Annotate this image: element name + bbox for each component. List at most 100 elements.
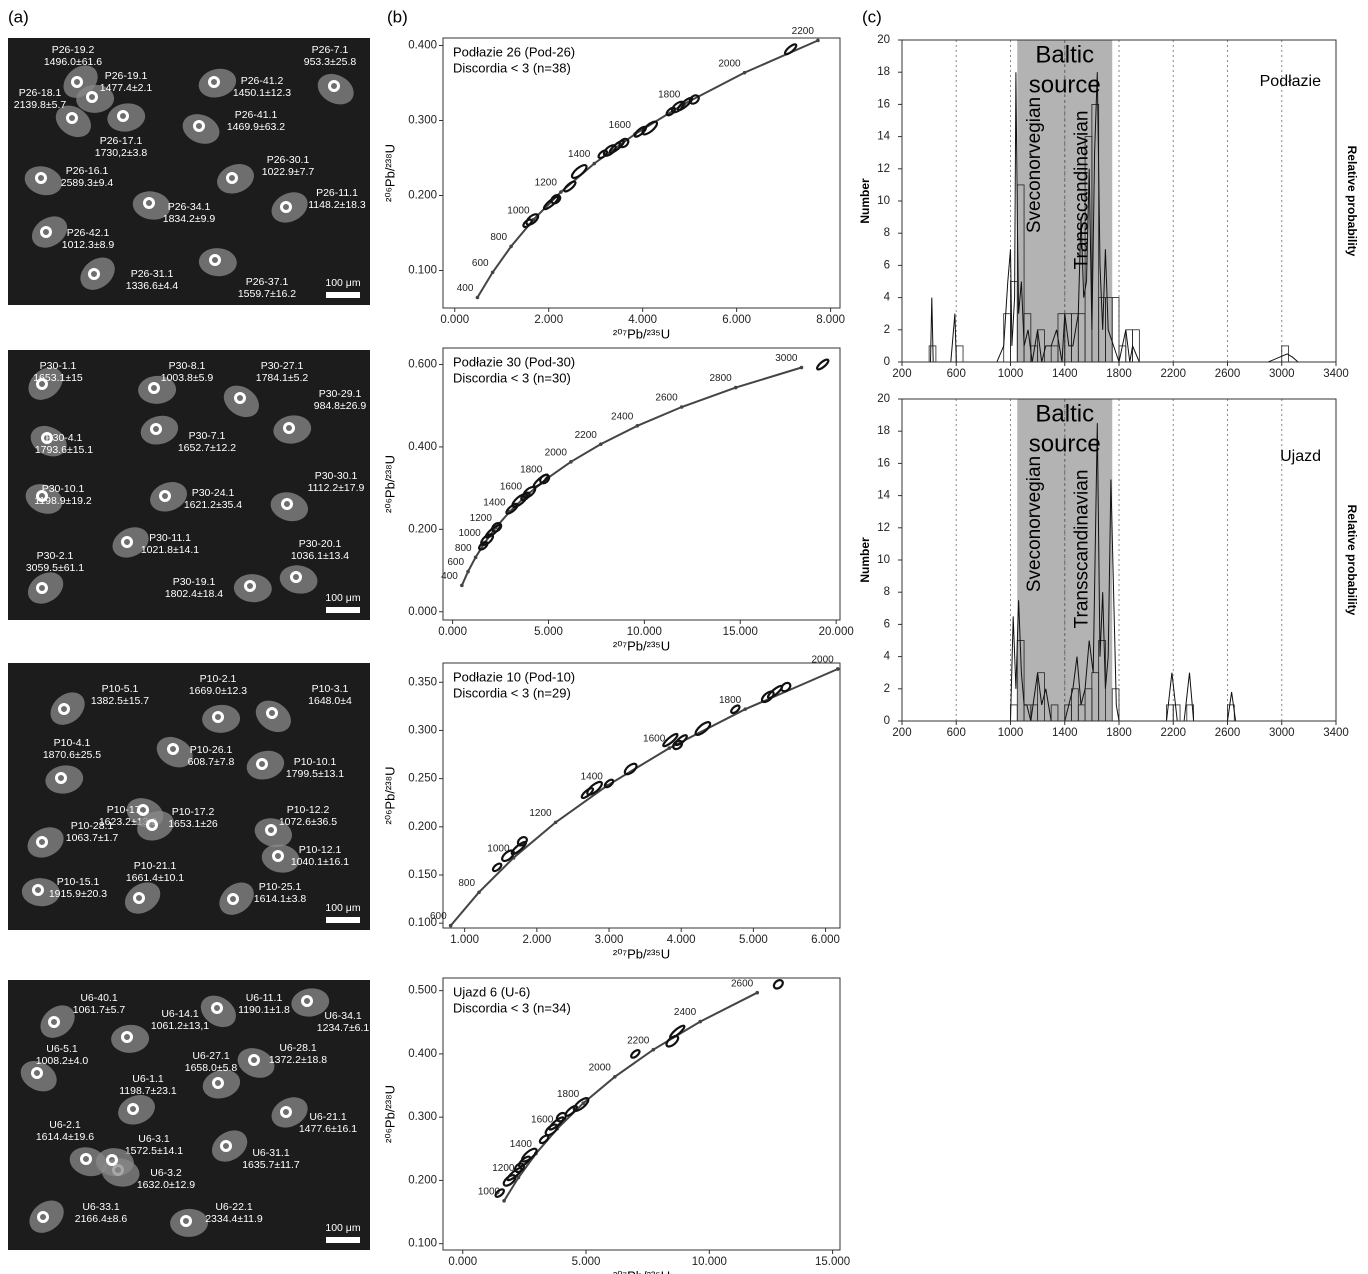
y-tick-label: 16 [877, 98, 890, 110]
x-tick-label: 3000 [1269, 368, 1295, 380]
y-tick-label: 10 [877, 195, 890, 207]
y-tick-label: 0.300 [408, 115, 437, 127]
spot-age: 1372.2±18.8 [269, 1054, 327, 1066]
spot-name: P26-42.1 [67, 227, 110, 239]
x-tick-label: 15.000 [815, 1256, 850, 1268]
age-label: 2200 [627, 1035, 650, 1046]
spot-name: P10-15.1 [57, 876, 100, 888]
y-tick-label: 18 [877, 425, 890, 437]
spot-name: U6-22.1 [215, 1201, 253, 1213]
plot-subtitle: Discordia < 3 (n=38) [453, 60, 571, 75]
x-tick-label: 0.000 [438, 626, 467, 638]
age-label: 1600 [643, 734, 666, 745]
y-tick-label: 4 [884, 292, 891, 304]
age-marker [755, 991, 759, 995]
y-tick-label: 0.200 [408, 1174, 437, 1186]
plot-subtitle: Discordia < 3 (n=29) [453, 685, 571, 700]
histogram-bar [1004, 314, 1011, 362]
age-label: 2400 [611, 411, 634, 422]
age-marker [836, 667, 840, 671]
x-tick-label: 3400 [1323, 368, 1349, 380]
age-marker [581, 1101, 585, 1105]
age-marker [680, 405, 684, 409]
spot-age: 1063.7±1.7 [66, 832, 119, 844]
x-tick-label: 4.000 [667, 934, 696, 946]
age-marker [599, 442, 603, 446]
spot-age: 1870.6±25.5 [43, 749, 101, 761]
age-marker [474, 556, 478, 560]
y-tick-label: 0.100 [408, 1238, 437, 1250]
age-marker [466, 570, 470, 574]
band-label: Transscandinavian [1072, 470, 1093, 629]
spot-name: P30-29.1 [319, 388, 362, 400]
x-tick-label: 6.000 [811, 934, 840, 946]
spot-name: U6-11.1 [246, 992, 283, 1004]
spot-name: P26-34.1 [168, 201, 211, 213]
age-marker [816, 39, 820, 43]
spot-name: P30-7.1 [189, 430, 226, 442]
spot-name: P26-19.2 [52, 44, 95, 56]
spot-name: P30-10.1 [42, 483, 85, 495]
y-tick-label: 0.500 [408, 985, 437, 997]
x-tick-label: 0.000 [448, 1256, 477, 1268]
y-tick-label: 18 [877, 66, 890, 78]
spot-name: P30-2.1 [37, 550, 74, 562]
age-label: 600 [472, 258, 489, 269]
age-marker [698, 1020, 702, 1024]
spot-age: 1072.6±36.5 [279, 816, 337, 828]
spot-name: U6-31.1 [252, 1147, 290, 1159]
y-tick-label: 14 [877, 131, 890, 143]
age-label: 2000 [545, 447, 568, 458]
spot-name: P10-17.2 [172, 806, 215, 818]
x-tick-label: 8.000 [816, 314, 845, 326]
plot-title: Podłazie 26 (Pod-26) [453, 44, 575, 59]
age-label: 1200 [529, 808, 552, 819]
spot-name: U6-5.1 [46, 1043, 78, 1055]
spot-age: 1234.7±6.1 [317, 1022, 370, 1034]
y-tick-label: 12 [877, 163, 890, 175]
spot-age: 1614.4±19.6 [36, 1131, 94, 1143]
y-tick-label: 6 [884, 259, 890, 271]
spot-name: P10-25.1 [259, 881, 302, 893]
age-label: 800 [455, 543, 472, 554]
x-tick-label: 1000 [998, 368, 1024, 380]
analysis-ellipse [665, 1034, 680, 1048]
age-label: 1600 [500, 481, 523, 492]
age-label: 2600 [731, 978, 754, 989]
spot-age: 1022.9±7.7 [262, 166, 315, 178]
age-label: 600 [430, 911, 447, 922]
y-tick-label: 0.250 [408, 773, 437, 785]
age-label: 400 [441, 571, 458, 582]
y-tick-label: 6 [884, 618, 890, 630]
spot-age: 953.3±25.8 [304, 56, 357, 68]
age-label: 1400 [483, 497, 506, 508]
spot-name: P10-26.1 [190, 744, 233, 756]
spot-age: 1653.1±15 [33, 372, 83, 384]
plot-title: Podłazie 30 (Pod-30) [453, 354, 575, 369]
figure: (a) (b) (c) P26-19.21496.0±61.6P26-19.11… [0, 0, 1368, 1274]
analysis-ellipse [784, 43, 798, 56]
age-label: 2000 [718, 58, 741, 69]
y-tick-label: 12 [877, 522, 890, 534]
spot-age: 2589.3±9.4 [61, 177, 114, 189]
analysis-ellipse [550, 193, 562, 205]
y-tick-label: 0.300 [408, 1111, 437, 1123]
spot-name: U6-14.1 [161, 1008, 199, 1020]
spot-name: P30-27.1 [261, 360, 304, 372]
spot-age: 1061.2±13,1 [151, 1020, 209, 1032]
age-label: 1800 [719, 695, 742, 706]
spot-age: 1802.4±18.4 [165, 588, 223, 600]
spot-name: U6-3.2 [150, 1167, 182, 1179]
spot-age: 1658.0±5.8 [185, 1062, 238, 1074]
spot-name: P10-17.1 [107, 804, 150, 816]
age-label: 1200 [535, 178, 558, 189]
age-marker [569, 460, 573, 464]
plot-frame [443, 38, 840, 308]
spot-age: 2139.8±5.7 [14, 99, 67, 111]
spot-name: P30-20.1 [299, 538, 342, 550]
spot-age: 1784.1±5.2 [256, 372, 309, 384]
x-axis-label: ²⁰⁷Pb/²³⁵U [613, 946, 670, 961]
cl-image [8, 38, 370, 305]
spot-age: 1003.8±5.9 [161, 372, 214, 384]
spot-name: U6-34.1 [324, 1010, 362, 1022]
